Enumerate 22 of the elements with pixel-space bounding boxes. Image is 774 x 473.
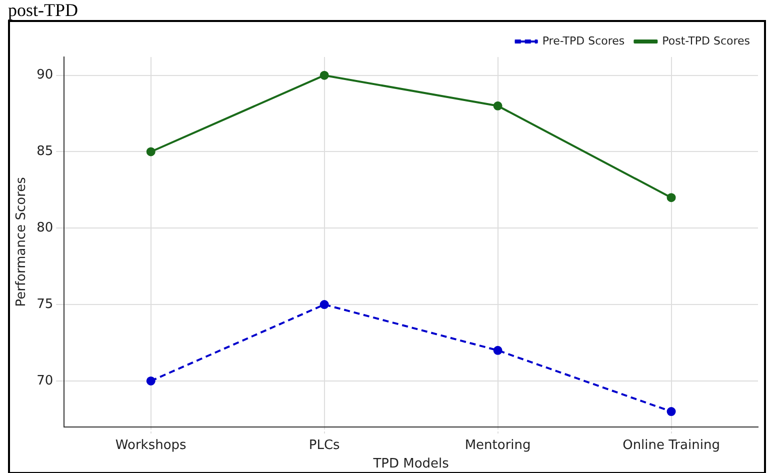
y-tick-label: 75 bbox=[36, 296, 54, 312]
y-axis-title: Performance Scores bbox=[14, 176, 30, 307]
point bbox=[320, 300, 329, 310]
point bbox=[493, 101, 502, 110]
x-axis-title: TPD Models bbox=[372, 456, 450, 472]
legend-label: Post-TPD Scores bbox=[662, 34, 750, 48]
y-tick-label: 90 bbox=[36, 68, 54, 83]
point bbox=[320, 70, 329, 80]
y-tick-label: 70 bbox=[36, 373, 54, 388]
x-tick-label: Workshops bbox=[115, 438, 187, 453]
x-tick-label: Online Training bbox=[622, 438, 720, 453]
point bbox=[146, 376, 156, 386]
x-tick-label: PLCs bbox=[308, 438, 340, 453]
point bbox=[666, 407, 676, 416]
x-tick-label: Mentoring bbox=[464, 438, 531, 453]
chart-title: post-TPD bbox=[8, 0, 80, 20]
point bbox=[493, 346, 502, 355]
point bbox=[146, 147, 156, 156]
y-tick-label: 80 bbox=[36, 220, 54, 236]
y-tick-label: 85 bbox=[36, 144, 54, 160]
legend-label: Pre-TPD Scores bbox=[542, 34, 625, 48]
point bbox=[666, 193, 676, 202]
